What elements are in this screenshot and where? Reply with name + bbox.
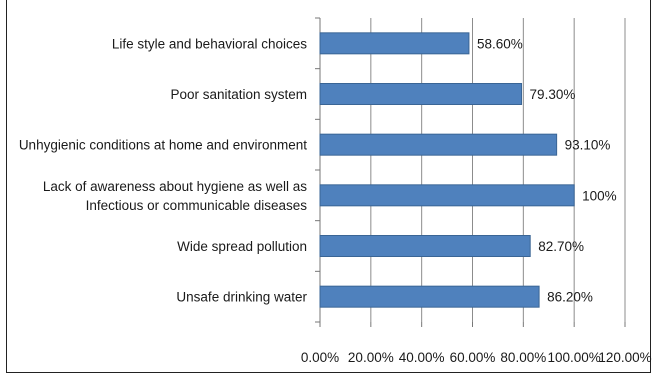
category-label: Wide spread pollution — [177, 239, 307, 254]
data-label: 93.10% — [565, 138, 611, 153]
data-label: 58.60% — [477, 36, 523, 51]
category-label: Unsafe drinking water — [176, 290, 307, 305]
bar — [319, 235, 531, 257]
data-label: 86.20% — [547, 290, 593, 305]
x-tick-label: 120.00% — [598, 350, 651, 365]
x-tick-label: 0.00% — [301, 350, 339, 365]
x-tick-label: 60.00% — [450, 350, 496, 365]
x-tick-label: 40.00% — [399, 350, 445, 365]
x-tick-label: 100.00% — [548, 350, 601, 365]
category-label: Lack of awareness about hygiene as well … — [43, 179, 307, 194]
data-label: 100% — [582, 188, 617, 203]
x-tick-label: 80.00% — [500, 350, 546, 365]
x-tick-label: 20.00% — [348, 350, 394, 365]
bar — [319, 83, 523, 105]
data-label: 82.70% — [538, 239, 584, 254]
bar — [319, 184, 575, 207]
category-label: Poor sanitation system — [170, 87, 307, 102]
category-label: Infectious or communicable diseases — [86, 198, 308, 213]
bar — [319, 133, 558, 156]
bar — [319, 285, 540, 308]
data-label: 79.30% — [530, 87, 576, 102]
category-label: Unhygienic conditions at home and enviro… — [19, 138, 307, 153]
category-label: Life style and behavioral choices — [112, 36, 307, 51]
bar — [319, 32, 470, 55]
